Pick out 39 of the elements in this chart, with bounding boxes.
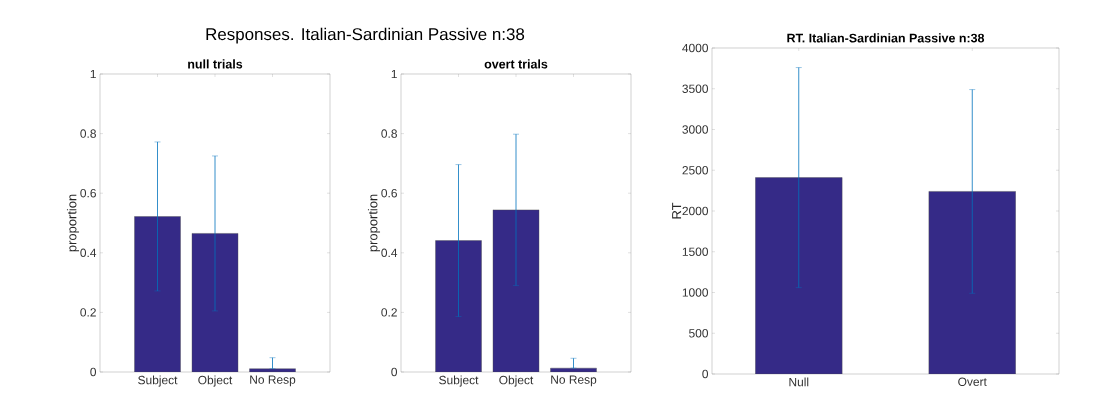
x-tick-label: No Resp [551, 375, 597, 387]
x-tick-label: Overt [958, 377, 987, 386]
bar [134, 216, 181, 372]
y-tick-label: 1 [391, 69, 397, 79]
y-axis-title: proportion [66, 194, 80, 252]
y-tick-label: 0.2 [80, 308, 96, 317]
y-axis-title: RT [672, 202, 682, 219]
x-tick-label: Subject [439, 375, 479, 387]
x-tick-label: Object [499, 375, 534, 387]
y-tick-label: 1500 [682, 247, 709, 256]
chart-title: RT. Italian-Sardinian Passive n:38 [787, 33, 985, 43]
y-tick-label: 2500 [682, 166, 709, 175]
chart-title: null trials [188, 59, 243, 69]
y-tick-label: 1 [90, 69, 96, 79]
x-tick-label: No Resp [250, 375, 296, 387]
y-tick-label: 0 [702, 369, 709, 379]
y-tick-label: 1000 [682, 288, 709, 297]
x-tick-label: Null [789, 377, 809, 387]
y-tick-label: 0.6 [80, 188, 96, 198]
chart-title: overt trials [484, 59, 548, 69]
y-tick-label: 0.4 [80, 248, 97, 258]
y-tick-label: 0.8 [80, 129, 96, 138]
y-tick-label: 0.8 [381, 129, 397, 138]
y-tick-label: 0 [90, 367, 97, 377]
y-tick-label: 2000 [682, 206, 709, 216]
y-tick-label: 3500 [682, 84, 709, 93]
y-axis-title: proportion [367, 194, 381, 252]
x-tick-label: Subject [138, 375, 178, 387]
y-tick-label: 4000 [682, 43, 709, 53]
y-tick-label: 0.4 [381, 248, 398, 258]
y-tick-label: 3000 [682, 125, 709, 134]
y-tick-label: 500 [689, 329, 709, 338]
bar [249, 368, 296, 372]
y-tick-label: 0.6 [381, 188, 397, 198]
y-tick-label: 0.2 [381, 308, 397, 317]
x-tick-label: Object [198, 375, 233, 387]
text: Responses. Italian-Sardinian Passive n:38 [206, 27, 525, 44]
bar [493, 209, 539, 372]
y-tick-label: 0 [391, 367, 398, 377]
